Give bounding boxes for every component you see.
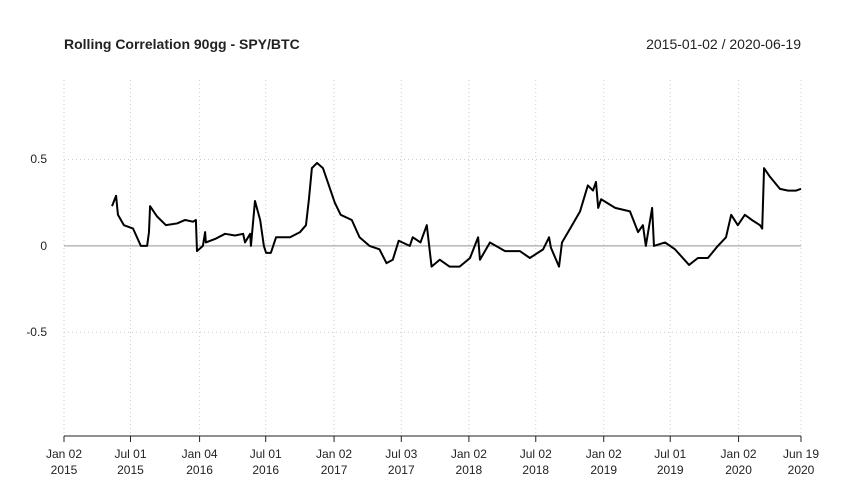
x-tick-label: Jul 01 2019 [654,447,687,477]
x-tick-label: Jun 19 2020 [782,447,820,477]
y-tick-label: 0 [40,238,47,253]
x-tick-label: Jul 01 2016 [249,447,282,477]
chart-title: Rolling Correlation 90gg - SPY/BTC [64,36,300,52]
x-tick-label: Jan 04 2016 [181,447,218,477]
x-tick-label: Jan 02 2017 [316,447,353,477]
x-tick-label: Jul 01 2015 [114,447,147,477]
chart-subtitle: 2015-01-02 / 2020-06-19 [646,36,801,52]
x-tick-label: Jul 02 2018 [519,447,552,477]
x-tick-label: Jan 02 2015 [45,447,83,477]
x-tick-label: Jul 03 2017 [385,447,418,477]
series-line [111,161,802,268]
y-tick-label: 0.5 [30,152,47,167]
x-tick-label: Jan 02 2018 [450,447,487,477]
x-tick-label: Jan 02 2019 [585,447,622,477]
y-tick-label: -0.5 [26,325,47,340]
x-tick-label: Jan 02 2020 [720,447,757,477]
